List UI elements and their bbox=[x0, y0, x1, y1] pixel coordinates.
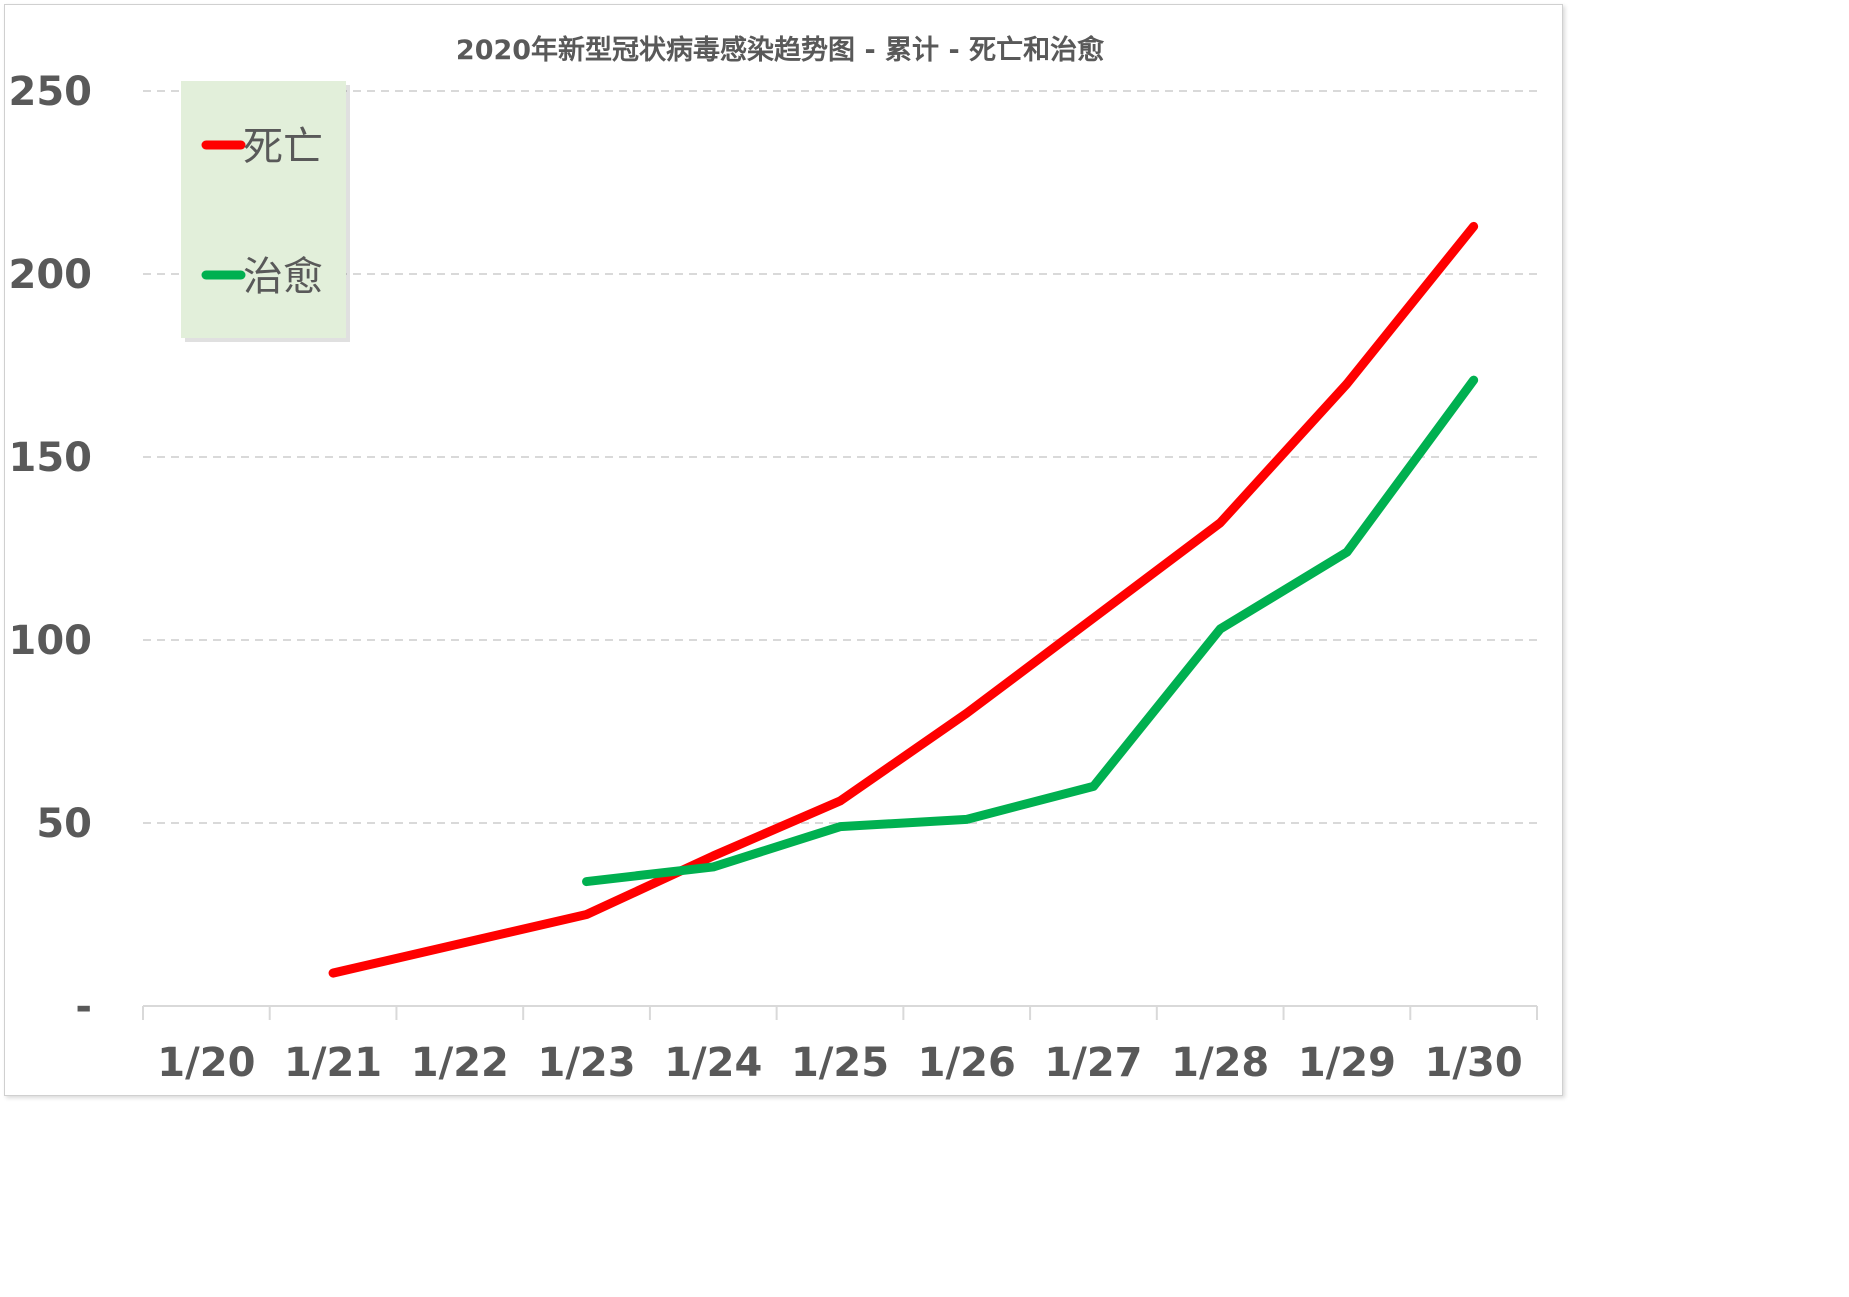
x-tick-label: 1/26 bbox=[918, 1040, 1016, 1086]
y-tick-label: - bbox=[75, 984, 92, 1030]
x-tick-label: 1/29 bbox=[1298, 1040, 1396, 1086]
y-tick-label: 150 bbox=[9, 435, 93, 481]
y-tick-label: 100 bbox=[9, 618, 93, 664]
x-tick-label: 1/24 bbox=[664, 1040, 762, 1086]
x-tick-label: 1/21 bbox=[284, 1040, 382, 1086]
legend-box bbox=[181, 81, 346, 338]
legend-label: 治愈 bbox=[243, 254, 323, 300]
chart-title: 2020年新型冠状病毒感染趋势图 - 累计 - 死亡和治愈 bbox=[456, 34, 1104, 66]
y-tick-label: 50 bbox=[36, 801, 92, 847]
x-tick-label: 1/30 bbox=[1425, 1040, 1523, 1086]
x-tick-label: 1/20 bbox=[157, 1040, 255, 1086]
x-tick-label: 1/22 bbox=[411, 1040, 509, 1086]
series-line-0 bbox=[328, 221, 1479, 978]
series-lines bbox=[328, 221, 1479, 978]
x-tick-label: 1/25 bbox=[791, 1040, 889, 1086]
series-line-1 bbox=[582, 375, 1479, 887]
x-tick-label: 1/23 bbox=[537, 1040, 635, 1086]
legend-label: 死亡 bbox=[243, 124, 323, 170]
grid-lines bbox=[143, 90, 1537, 824]
x-axis-ticks: 1/20 1/21 1/22 1/23 1/24 1/25 1/26 1/27 1/28 1/29… bbox=[157, 1040, 1522, 1086]
x-tick-label: 1/28 bbox=[1171, 1040, 1269, 1086]
line-chart: 2020年新型冠状病毒感染趋势图 - 累计 - 死亡和治愈 - 50 100 150 2… bbox=[9, 34, 1538, 1086]
x-tick-label: 1/27 bbox=[1044, 1040, 1142, 1086]
x-axis bbox=[142, 1005, 1538, 1020]
y-axis-ticks: - 50 100 150 200 250 bbox=[9, 69, 93, 1030]
y-tick-label: 200 bbox=[9, 252, 93, 298]
y-tick-label: 250 bbox=[9, 69, 93, 115]
